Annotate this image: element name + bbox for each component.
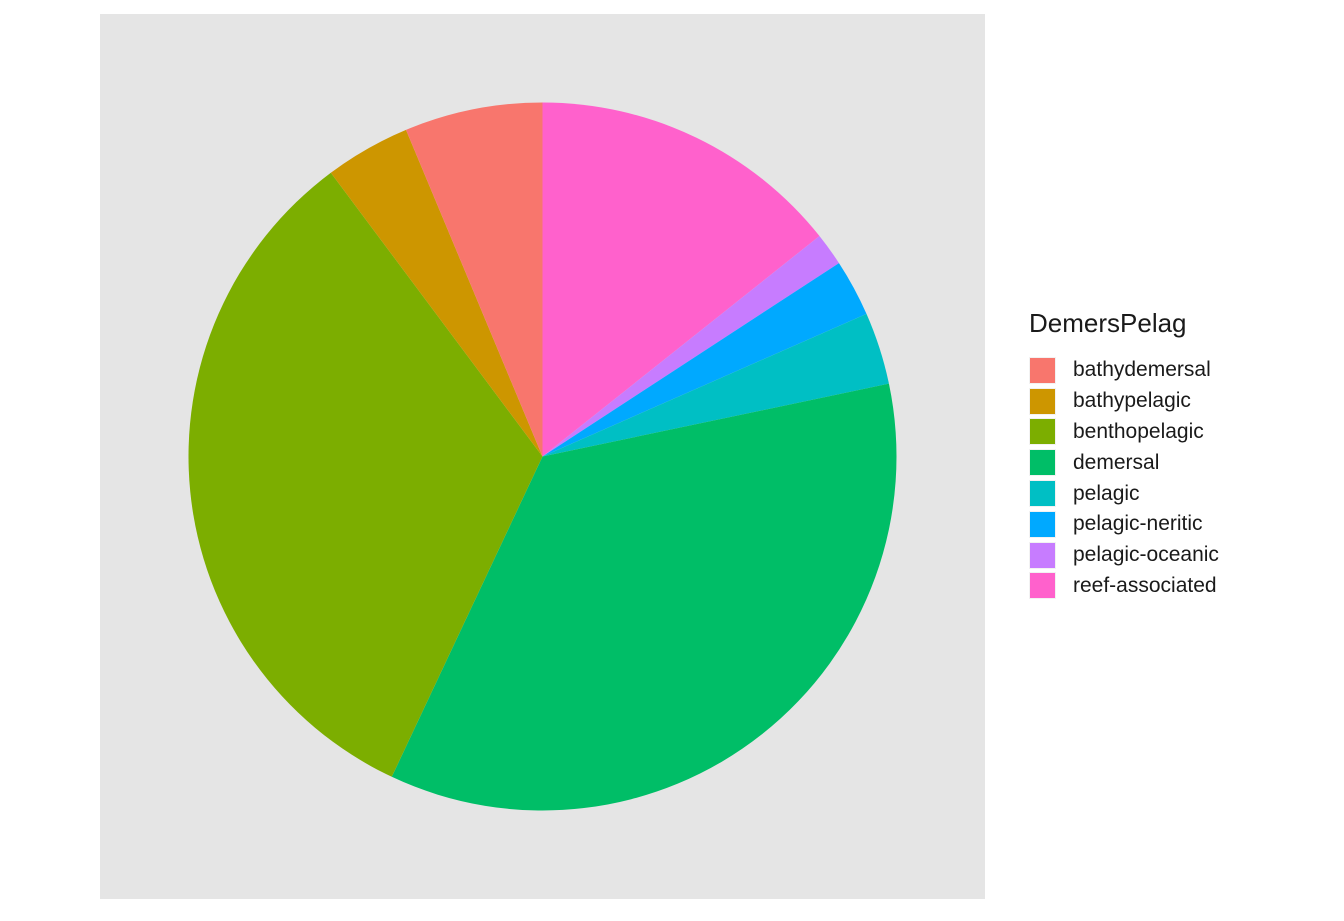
legend-title: DemersPelag [1029,308,1187,338]
pie-slice-bathypelagic [330,129,543,457]
pie-slice-pelagic-oceanic [542,236,839,457]
pie-slice-reef-associated [542,102,820,457]
pie-slice-demersal [391,383,897,811]
pie-slice-pelagic [542,313,889,457]
legend-key-benthopelagic [1029,418,1056,446]
pie-chart [188,102,897,811]
legend-item-bathydemersal: bathydemersal [1029,355,1219,386]
legend: DemersPelag bathydemersal bathypelagic ben… [1029,308,1219,601]
legend-key-bathypelagic [1029,387,1056,415]
legend-key-reef-associated [1029,572,1056,600]
plot-panel [100,14,985,899]
legend-item-pelagic-neritic: pelagic-neritic [1029,509,1219,540]
legend-label: bathydemersal [1073,358,1211,382]
legend-item-demersal: demersal [1029,447,1219,478]
legend-key-pelagic-oceanic [1029,541,1056,569]
legend-label: pelagic-neritic [1073,512,1203,536]
legend-label: pelagic-oceanic [1073,543,1219,567]
legend-item-benthopelagic: benthopelagic [1029,417,1219,448]
legend-label: bathypelagic [1073,389,1191,413]
legend-label: demersal [1073,450,1160,474]
legend-item-bathypelagic: bathypelagic [1029,386,1219,417]
legend-label: reef-associated [1073,573,1217,597]
legend-item-pelagic-oceanic: pelagic-oceanic [1029,540,1219,571]
legend-label: benthopelagic [1073,419,1204,443]
pie-slice-bathydemersal [406,102,543,457]
legend-item-pelagic: pelagic [1029,478,1219,509]
legend-item-reef-associated: reef-associated [1029,571,1219,602]
pie-slice-pelagic-neritic [542,263,867,457]
legend-key-pelagic [1029,480,1056,508]
legend-key-pelagic-neritic [1029,510,1056,538]
pie-slice-benthopelagic [188,172,543,777]
legend-key-bathydemersal [1029,356,1056,384]
legend-items: bathydemersal bathypelagic benthopelagic de… [1029,355,1219,601]
legend-label: pelagic [1073,481,1140,505]
legend-key-demersal [1029,449,1056,477]
